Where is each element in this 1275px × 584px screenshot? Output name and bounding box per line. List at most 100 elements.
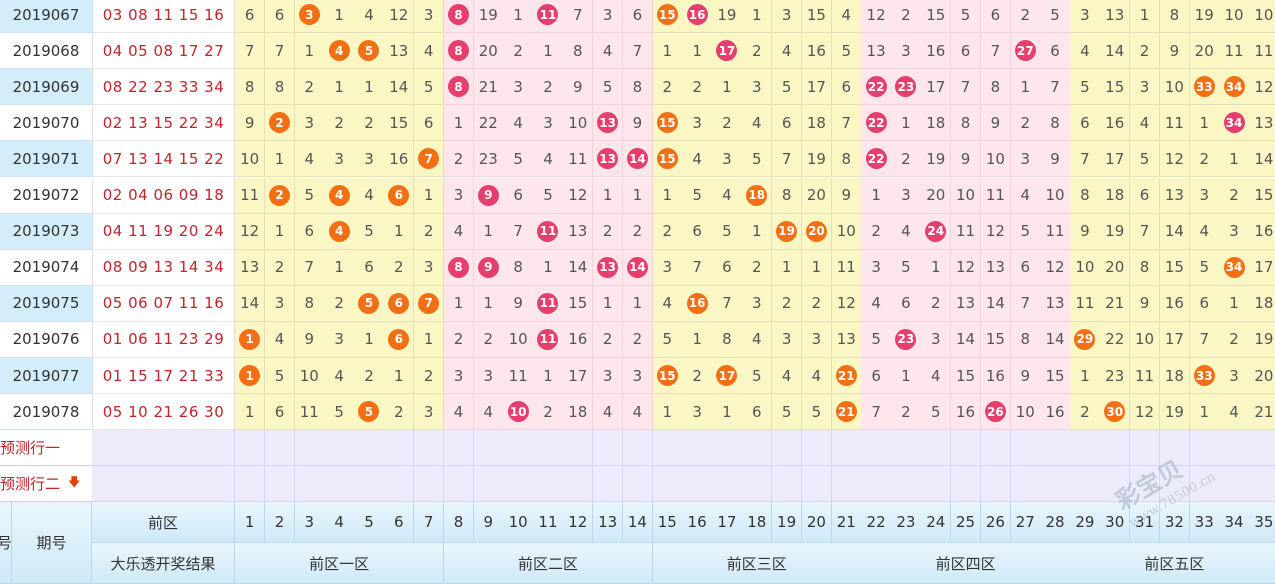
prediction-cell[interactable] bbox=[235, 466, 266, 503]
issue-number[interactable]: 2019072 bbox=[0, 177, 92, 214]
prediction-cell[interactable] bbox=[592, 430, 624, 467]
issue-number[interactable]: 2019071 bbox=[0, 141, 92, 178]
prediction-cell[interactable] bbox=[622, 466, 654, 503]
prediction-cell[interactable] bbox=[921, 466, 952, 503]
prediction-cell[interactable] bbox=[682, 466, 713, 503]
number-column-header[interactable]: 10 bbox=[503, 502, 534, 544]
issue-number[interactable]: 2019078 bbox=[0, 394, 92, 431]
number-column-header[interactable]: 32 bbox=[1159, 502, 1191, 544]
prediction-cell[interactable] bbox=[592, 466, 624, 503]
number-column-header[interactable]: 13 bbox=[592, 502, 624, 544]
prediction-cell[interactable] bbox=[1100, 466, 1131, 503]
prediction-cell[interactable] bbox=[264, 430, 296, 467]
number-column-header[interactable]: 18 bbox=[742, 502, 773, 544]
prediction-cell[interactable] bbox=[1070, 430, 1101, 467]
number-column-header[interactable]: 33 bbox=[1189, 502, 1220, 544]
prediction-row-label[interactable]: 预测行一 bbox=[0, 430, 92, 467]
prediction-cell[interactable] bbox=[622, 430, 654, 467]
prediction-cell[interactable] bbox=[1159, 430, 1191, 467]
prediction-cell[interactable] bbox=[443, 466, 475, 503]
prediction-cell[interactable] bbox=[1189, 466, 1220, 503]
number-column-header[interactable]: 27 bbox=[1010, 502, 1041, 544]
prediction-cell[interactable] bbox=[921, 430, 952, 467]
prediction-cell[interactable] bbox=[533, 466, 564, 503]
number-column-header[interactable]: 22 bbox=[861, 502, 892, 544]
issue-number[interactable]: 2019069 bbox=[0, 69, 92, 106]
issue-number[interactable]: 2019075 bbox=[0, 285, 92, 322]
prediction-cell[interactable] bbox=[1070, 466, 1101, 503]
prediction-row-label[interactable]: 预测行二 🡇 bbox=[0, 466, 92, 503]
prediction-cell[interactable] bbox=[443, 430, 475, 467]
number-column-header[interactable]: 2 bbox=[264, 502, 296, 544]
number-column-header[interactable]: 12 bbox=[563, 502, 594, 544]
prediction-cell[interactable] bbox=[682, 430, 713, 467]
number-column-header[interactable]: 31 bbox=[1129, 502, 1161, 544]
prediction-cell[interactable] bbox=[384, 430, 415, 467]
issue-number[interactable]: 2019068 bbox=[0, 33, 92, 70]
prediction-cell[interactable] bbox=[801, 466, 833, 503]
prediction-cell[interactable] bbox=[413, 466, 445, 503]
number-column-header[interactable]: 20 bbox=[801, 502, 833, 544]
prediction-cell[interactable] bbox=[354, 430, 385, 467]
number-column-header[interactable]: 19 bbox=[771, 502, 803, 544]
prediction-cell[interactable] bbox=[980, 466, 1012, 503]
prediction-cell[interactable] bbox=[294, 466, 325, 503]
number-column-header[interactable]: 16 bbox=[682, 502, 713, 544]
prediction-cell[interactable] bbox=[294, 430, 325, 467]
prediction-cell[interactable] bbox=[861, 430, 892, 467]
prediction-cell[interactable] bbox=[1159, 466, 1191, 503]
number-column-header[interactable]: 14 bbox=[622, 502, 654, 544]
issue-number[interactable]: 2019070 bbox=[0, 105, 92, 142]
number-column-header[interactable]: 15 bbox=[652, 502, 683, 544]
number-column-header[interactable]: 1 bbox=[235, 502, 266, 544]
prediction-cell[interactable] bbox=[563, 430, 594, 467]
prediction-cell[interactable] bbox=[771, 430, 803, 467]
prediction-cell[interactable] bbox=[1129, 466, 1161, 503]
prediction-cell[interactable] bbox=[473, 430, 504, 467]
prediction-cell[interactable] bbox=[1040, 466, 1071, 503]
prediction-cell[interactable] bbox=[950, 430, 982, 467]
number-column-header[interactable]: 9 bbox=[473, 502, 504, 544]
issue-number[interactable]: 2019067 bbox=[0, 0, 92, 34]
number-column-header[interactable]: 7 bbox=[413, 502, 445, 544]
prediction-cell[interactable] bbox=[324, 466, 355, 503]
prediction-cell[interactable] bbox=[354, 466, 385, 503]
number-column-header[interactable]: 34 bbox=[1219, 502, 1250, 544]
number-column-header[interactable]: 25 bbox=[950, 502, 982, 544]
prediction-cell[interactable] bbox=[413, 430, 445, 467]
prediction-cell[interactable] bbox=[1249, 430, 1275, 467]
prediction-cell[interactable] bbox=[1010, 430, 1041, 467]
number-column-header[interactable]: 28 bbox=[1040, 502, 1071, 544]
prediction-cell[interactable] bbox=[742, 430, 773, 467]
prediction-cell[interactable] bbox=[861, 466, 892, 503]
prediction-cell[interactable] bbox=[1219, 466, 1250, 503]
prediction-cell[interactable] bbox=[831, 466, 862, 503]
number-column-header[interactable]: 17 bbox=[712, 502, 743, 544]
prediction-cell[interactable] bbox=[1219, 430, 1250, 467]
prediction-cell[interactable] bbox=[950, 466, 982, 503]
number-column-header[interactable]: 26 bbox=[980, 502, 1012, 544]
prediction-cell[interactable] bbox=[652, 466, 683, 503]
number-column-header[interactable]: 29 bbox=[1070, 502, 1101, 544]
prediction-cell[interactable] bbox=[324, 430, 355, 467]
prediction-cell[interactable] bbox=[473, 466, 504, 503]
number-column-header[interactable]: 8 bbox=[443, 502, 475, 544]
number-column-header[interactable]: 5 bbox=[354, 502, 385, 544]
issue-number[interactable]: 2019076 bbox=[0, 321, 92, 358]
prediction-cell[interactable] bbox=[1100, 430, 1131, 467]
prediction-cell[interactable] bbox=[1129, 430, 1161, 467]
prediction-cell[interactable] bbox=[563, 466, 594, 503]
prediction-cell[interactable] bbox=[771, 466, 803, 503]
number-column-header[interactable]: 6 bbox=[384, 502, 415, 544]
prediction-cell[interactable] bbox=[891, 430, 922, 467]
number-column-header[interactable]: 11 bbox=[533, 502, 564, 544]
prediction-cell[interactable] bbox=[1189, 430, 1220, 467]
prediction-cell[interactable] bbox=[1010, 466, 1041, 503]
prediction-cell[interactable] bbox=[1040, 430, 1071, 467]
number-column-header[interactable]: 30 bbox=[1100, 502, 1131, 544]
prediction-cell[interactable] bbox=[235, 430, 266, 467]
number-column-header[interactable]: 21 bbox=[831, 502, 862, 544]
issue-number[interactable]: 2019073 bbox=[0, 213, 92, 250]
number-column-header[interactable]: 23 bbox=[891, 502, 922, 544]
prediction-cell[interactable] bbox=[801, 430, 833, 467]
